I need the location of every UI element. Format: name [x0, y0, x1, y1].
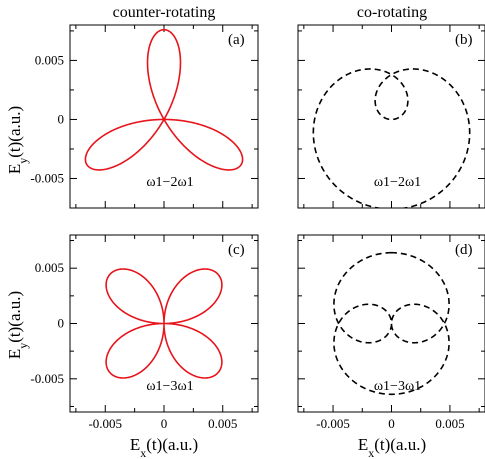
panel-b: (b) ω1−2ω1: [297, 24, 485, 209]
x-tick-label: 0.005: [435, 416, 464, 431]
panel-tag: (c): [228, 242, 245, 258]
panel-tag: (b): [455, 32, 473, 48]
series-line: [312, 68, 471, 208]
panel-tag: (d): [455, 242, 473, 258]
x-axis-label-left: Ex(t)(a.u.): [130, 435, 198, 459]
y-tick-label: 0: [58, 111, 65, 126]
svg-text:Ey(t)(a.u.): Ey(t)(a.u.): [5, 291, 30, 359]
y-tick-label: 0.005: [35, 260, 64, 275]
x-tick-label: 0: [388, 416, 395, 431]
frequency-annotation: ω1−3ω1: [146, 379, 193, 394]
x-tick-label: 0: [161, 416, 168, 431]
series-line: [333, 251, 450, 396]
frequency-annotation: ω1−2ω1: [374, 175, 421, 190]
x-tick-label: -0.005: [316, 416, 350, 431]
y-tick-label: -0.005: [30, 371, 64, 386]
y-axis-label-bottom: Ey(t)(a.u.): [5, 291, 30, 359]
frequency-annotation: ω1−3ω1: [374, 379, 421, 394]
y-axis-label-top: Ey(t)(a.u.): [5, 106, 30, 174]
y-tick-label: 0: [58, 316, 65, 331]
series-line: [84, 28, 244, 171]
y-tick-label: -0.005: [30, 170, 64, 185]
column-title-co: co-rotating: [357, 4, 427, 21]
svg-text:Ey(t)(a.u.): Ey(t)(a.u.): [5, 106, 30, 174]
x-axis-label-right: Ex(t)(a.u.): [358, 435, 426, 459]
column-title-counter: counter-rotating: [113, 4, 216, 21]
frequency-annotation: ω1−2ω1: [146, 175, 193, 190]
panel-d: -0.005 0 0.005 (d) ω1−3ω1: [297, 234, 485, 431]
x-tick-label: -0.005: [88, 416, 122, 431]
y-tick-label: 0.005: [35, 52, 64, 67]
panel-a: 0.005 0 -0.005 (a) ω1−2ω1: [30, 24, 259, 209]
panel-tag: (a): [228, 32, 245, 48]
series-line: [105, 268, 223, 379]
x-tick-label: 0.005: [208, 416, 237, 431]
panel-c: 0.005 0 -0.005 -0.005 0 0.005 (c) ω1−3ω1: [30, 234, 259, 431]
